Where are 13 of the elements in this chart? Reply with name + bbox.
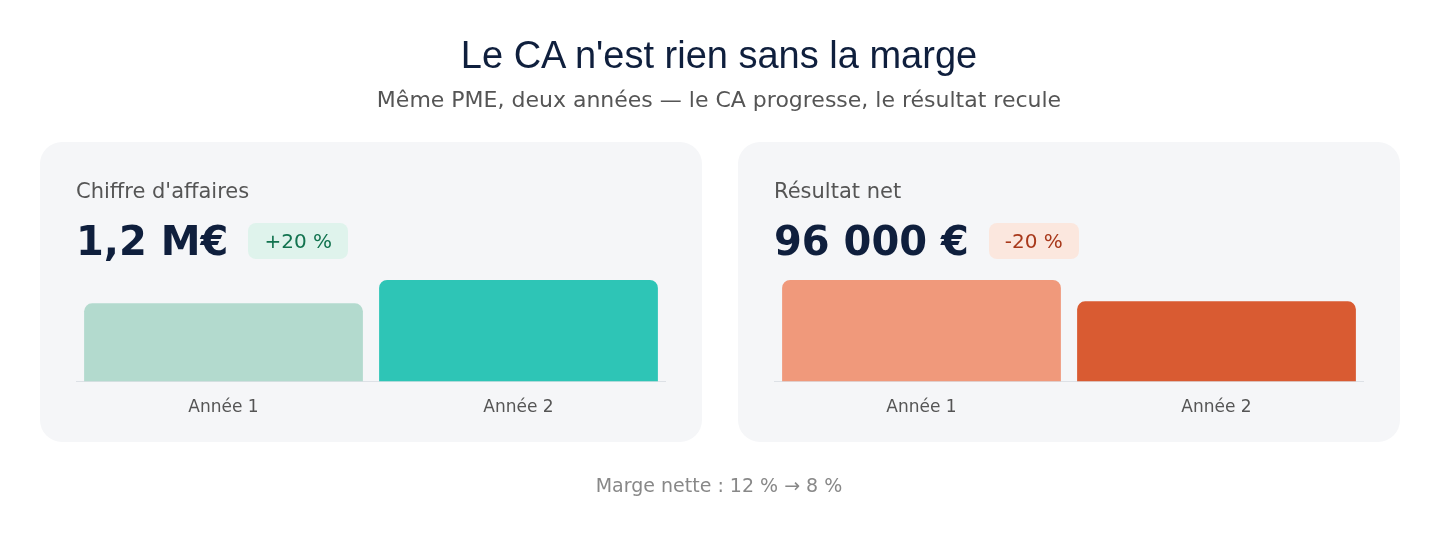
- x-tick-label: Année 1: [886, 396, 957, 417]
- text: Même PME, deux années — le CA progresse, le résultat recule: [375, 87, 1063, 112]
- text: +20 %: [248, 223, 348, 259]
- text: -20 %: [988, 223, 1079, 259]
- x-tick-label: Année 2: [483, 396, 554, 417]
- text: Le CA n'est rien sans la marge: [459, 33, 979, 77]
- text: 1,2 M€: [76, 218, 229, 264]
- text: Marge nette : 12 % → 8 %: [594, 474, 844, 496]
- x-tick-label: Année 1: [188, 396, 259, 417]
- x-tick-label: Année 2: [1181, 396, 1252, 417]
- chart-title: Chiffre d'affaires: [76, 178, 251, 204]
- text: 96 000 €: [774, 218, 969, 264]
- chart-title: Résultat net: [774, 178, 903, 204]
